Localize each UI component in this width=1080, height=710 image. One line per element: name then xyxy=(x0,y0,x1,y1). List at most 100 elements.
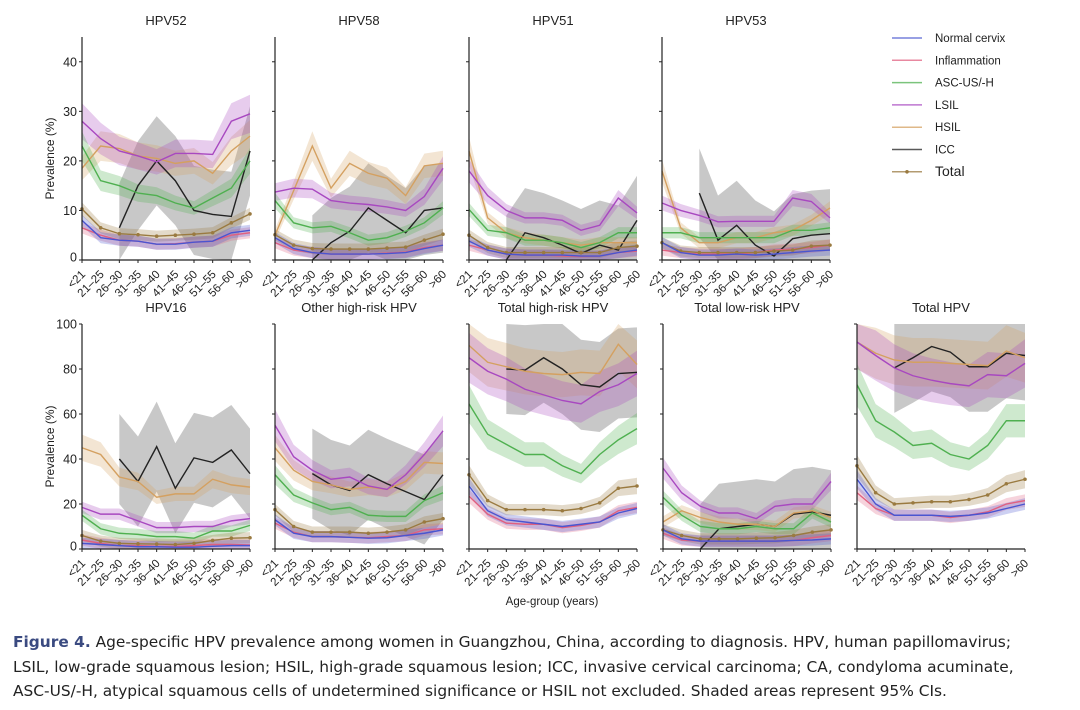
caption-line-1: Age-specific HPV prevalence among women … xyxy=(90,633,1012,651)
series-line-icc xyxy=(506,356,638,388)
total-point xyxy=(98,539,103,543)
y-tick-label: 0 xyxy=(70,540,77,554)
y-tick-label: 20 xyxy=(63,498,77,512)
total-point xyxy=(173,233,178,238)
total-point xyxy=(403,528,408,532)
series-line-normal-cervix xyxy=(274,237,444,255)
total-point xyxy=(422,238,427,242)
total-point xyxy=(366,531,371,536)
total-point xyxy=(329,530,333,534)
ci-band-hsil xyxy=(857,324,1025,390)
series-line-lsil xyxy=(81,506,251,529)
total-point xyxy=(310,246,315,251)
total-point xyxy=(441,232,445,237)
y-axis-label: Prevalence (%) xyxy=(43,117,57,199)
total-point xyxy=(192,541,196,546)
legend-item-total: Total xyxy=(892,163,965,179)
series-line-hsil xyxy=(274,447,444,491)
total-point xyxy=(929,499,934,504)
total-point xyxy=(422,520,427,524)
series-line-lsil xyxy=(856,341,1026,387)
hpv-prevalence-chart: HPV52010203040<2121–2526–3031–3536–4041–… xyxy=(43,13,1031,608)
total-point xyxy=(523,250,527,255)
total-point xyxy=(597,250,602,255)
x-tick-label: >60 xyxy=(427,558,449,580)
y-tick-label: 60 xyxy=(63,408,77,422)
total-point xyxy=(697,250,702,255)
figure-caption: Figure 4. Age-specific HPV prevalence am… xyxy=(13,630,1078,704)
series-line-normal-cervix xyxy=(468,240,638,257)
series-line-total xyxy=(81,208,251,237)
total-point xyxy=(210,230,215,235)
ci-band-inflammation xyxy=(275,237,443,260)
total-point xyxy=(291,524,296,529)
series-line-total xyxy=(468,234,638,254)
legend-item-lsil: LSIL xyxy=(892,100,959,112)
ci-band-lsil xyxy=(469,332,637,423)
caption-label: Figure 4. xyxy=(13,633,91,651)
total-point xyxy=(229,221,234,225)
total-point xyxy=(366,247,371,251)
series-line-normal-cervix xyxy=(81,542,250,548)
total-point xyxy=(310,530,315,534)
total-point xyxy=(192,232,196,237)
total-point xyxy=(616,245,621,250)
total-point xyxy=(773,535,777,540)
legend-label: Normal cervix xyxy=(935,33,1006,45)
ci-band-hsil xyxy=(662,159,830,249)
series-line-normal-cervix xyxy=(274,519,444,539)
ci-band-hsil xyxy=(663,505,831,533)
total-point xyxy=(173,542,178,547)
panel-hpv53: HPV53<2121–2526–3031–3536–4041–4546–5051… xyxy=(646,13,836,300)
ci-band-inflammation xyxy=(663,527,831,547)
total-point xyxy=(347,530,352,534)
total-point xyxy=(385,530,389,534)
ci-band-lsil xyxy=(857,324,1025,408)
ci-band-lsil xyxy=(662,190,830,228)
x-tick-label: >60 xyxy=(1009,558,1031,580)
total-point xyxy=(828,243,832,247)
series-line-hsil xyxy=(274,144,444,236)
total-point xyxy=(735,537,740,541)
total-point xyxy=(541,507,546,512)
panel-hpv51: HPV51<2121–2526–3031–3536–4041–4546–5051… xyxy=(453,13,643,300)
series-line-asc-us-h xyxy=(468,208,637,249)
series-line-total xyxy=(661,242,831,254)
total-point xyxy=(347,247,352,251)
ci-band-hsil xyxy=(82,120,250,185)
series-line-asc-us-h xyxy=(274,200,444,241)
legend-label: Inflammation xyxy=(935,55,1001,67)
x-tick-label: >60 xyxy=(814,269,836,291)
panel-title: Total low-risk HPV xyxy=(694,300,800,315)
ci-band-lsil xyxy=(275,409,443,498)
total-point xyxy=(248,212,252,216)
total-point xyxy=(772,249,776,253)
legend-marker xyxy=(905,170,909,174)
legend-item-hsil: HSIL xyxy=(892,122,961,134)
series-line-total xyxy=(856,465,1026,505)
series-line-total xyxy=(274,509,444,534)
total-point xyxy=(790,248,795,252)
total-point xyxy=(967,497,971,502)
total-point xyxy=(679,533,684,538)
ci-band-icc xyxy=(506,324,637,432)
x-tick-label: >60 xyxy=(621,269,643,291)
legend-item-icc: ICC xyxy=(892,145,955,157)
total-point xyxy=(248,535,252,540)
total-point xyxy=(441,516,445,521)
panel-title: Total HPV xyxy=(912,300,970,315)
panel-title: HPV53 xyxy=(725,13,766,28)
total-point xyxy=(485,245,490,250)
series-line-lsil xyxy=(274,424,444,491)
panel-title: HPV16 xyxy=(145,300,186,315)
panel-total-high-risk-hpv: Total high-risk HPV<2121–2526–3031–3536–… xyxy=(453,300,643,589)
total-point xyxy=(911,501,915,505)
total-point xyxy=(892,502,897,506)
legend-label: LSIL xyxy=(935,100,959,112)
panel-title: HPV58 xyxy=(338,13,379,28)
total-point xyxy=(873,490,878,495)
y-tick-label: 10 xyxy=(63,204,77,218)
series-line-asc-us-h xyxy=(662,227,831,239)
y-axis-label: Prevalence (%) xyxy=(43,405,57,487)
caption-line-3: ASC-US/-H, atypical squamous cells of un… xyxy=(13,682,947,700)
